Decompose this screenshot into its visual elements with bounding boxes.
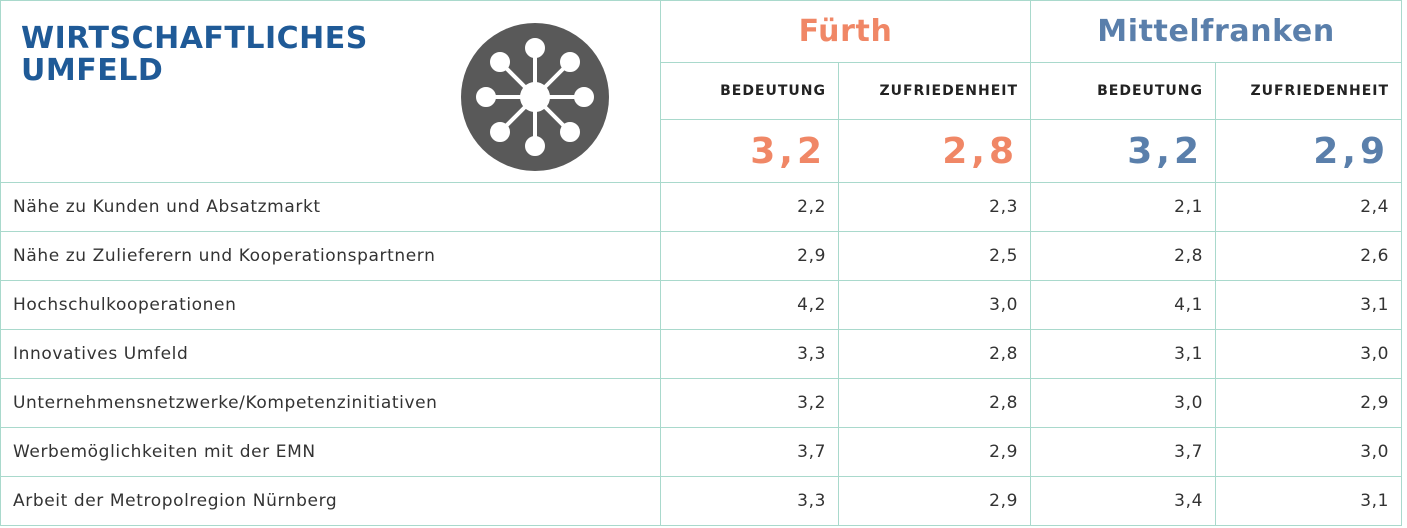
row-label: Arbeit der Metropolregion Nürnberg <box>0 476 661 526</box>
average: 3,2 <box>660 119 839 183</box>
cell-value: 3,1 <box>1030 329 1217 379</box>
cell-value: 3,1 <box>1215 280 1403 330</box>
row-label: Innovatives Umfeld <box>0 329 661 379</box>
cell-value: 2,9 <box>1215 378 1403 428</box>
table-row: Unternehmensnetzwerke/Kompetenzinitiativ… <box>0 378 1403 428</box>
cell-value: 3,0 <box>1215 427 1403 477</box>
cell-value: 4,2 <box>660 280 839 330</box>
subheader: ZUFRIEDENHEIT <box>837 62 1032 120</box>
cell-value: 2,9 <box>837 476 1032 526</box>
cell-value: 3,7 <box>660 427 839 477</box>
row-label: Nähe zu Zulieferern und Kooperationspart… <box>0 231 661 281</box>
cell-value: 2,8 <box>837 329 1032 379</box>
subheader: BEDEUTUNG <box>1030 62 1217 120</box>
cell-value: 2,9 <box>837 427 1032 477</box>
table-row: Nähe zu Zulieferern und Kooperationspart… <box>0 231 1403 281</box>
subheader: BEDEUTUNG <box>660 62 839 120</box>
table-row: Hochschulkooperationen 4,2 3,0 4,1 3,1 <box>0 280 1403 330</box>
network-icon <box>461 23 609 171</box>
table-row: Werbemöglichkeiten mit der EMN 3,7 2,9 3,7 3… <box>0 427 1403 477</box>
cell-value: 2,2 <box>660 182 839 232</box>
average: 3,2 <box>1030 119 1217 183</box>
group-header: Mittelfranken <box>1030 0 1403 63</box>
cell-value: 3,3 <box>660 329 839 379</box>
table-row: Nähe zu Kunden und Absatzmarkt 2,2 2,3 2,1 2… <box>0 182 1403 232</box>
cell-value: 2,1 <box>1030 182 1217 232</box>
title: WIRTSCHAFTLICHES UMFELD <box>21 21 368 88</box>
row-label: Werbemöglichkeiten mit der EMN <box>0 427 661 477</box>
cell-value: 2,8 <box>837 378 1032 428</box>
cell-value: 3,0 <box>1030 378 1217 428</box>
row-label: Nähe zu Kunden und Absatzmarkt <box>0 182 661 232</box>
row-label: Hochschulkooperationen <box>0 280 661 330</box>
subheader: ZUFRIEDENHEIT <box>1215 62 1403 120</box>
cell-value: 2,5 <box>837 231 1032 281</box>
cell-value: 4,1 <box>1030 280 1217 330</box>
cell-value: 2,9 <box>660 231 839 281</box>
row-label: Unternehmensnetzwerke/Kompetenzinitiativ… <box>0 378 661 428</box>
title-cell: WIRTSCHAFTLICHES UMFELD <box>0 0 661 183</box>
group-header: Fürth <box>659 0 1032 63</box>
cell-value: 3,1 <box>1215 476 1403 526</box>
cell-value: 3,2 <box>660 378 839 428</box>
cell-value: 3,0 <box>837 280 1032 330</box>
table-row: Arbeit der Metropolregion Nürnberg 3,3 2,9… <box>0 476 1403 526</box>
cell-value: 3,3 <box>660 476 839 526</box>
table-row: Innovatives Umfeld 3,3 2,8 3,1 3,0 <box>0 329 1403 379</box>
cell-value: 2,4 <box>1215 182 1403 232</box>
average: 2,9 <box>1215 119 1403 183</box>
cell-value: 2,8 <box>1030 231 1217 281</box>
cell-value: 2,3 <box>837 182 1032 232</box>
cell-value: 3,7 <box>1030 427 1217 477</box>
average: 2,8 <box>837 119 1032 183</box>
cell-value: 3,4 <box>1030 476 1217 526</box>
cell-value: 2,6 <box>1215 231 1403 281</box>
cell-value: 3,0 <box>1215 329 1403 379</box>
